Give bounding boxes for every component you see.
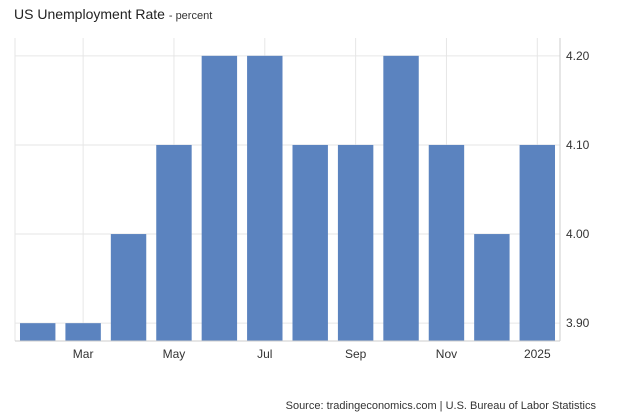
bar-2024-05[interactable]: [156, 144, 192, 341]
bar-2024-10[interactable]: [383, 55, 419, 342]
bar-2024-04[interactable]: [110, 234, 147, 341]
bar-2024-06[interactable]: [201, 55, 238, 342]
bar-2024-03[interactable]: [65, 323, 101, 341]
bar-2025-01[interactable]: [519, 144, 556, 341]
chart-title-text: US Unemployment Rate: [14, 6, 165, 22]
y-tick-label: 4.10: [566, 138, 590, 152]
source-attribution: Source: tradingeconomics.com | U.S. Bure…: [285, 400, 596, 412]
x-tick-label: 2025: [524, 347, 551, 361]
axis-layer: 3.90 4.00 4.10 4.20 Mar May Jul Sep Nov 2025: [15, 38, 590, 361]
y-tick-label: 3.90: [566, 316, 590, 330]
bar-2024-02[interactable]: [19, 323, 56, 341]
x-tick-label: Mar: [73, 347, 94, 361]
chart-title: US Unemployment Rate - percent: [14, 6, 212, 22]
bar-2024-07[interactable]: [247, 55, 283, 342]
x-tick-label: Nov: [436, 347, 457, 361]
bar-2024-11[interactable]: [428, 144, 465, 341]
bar-2024-08[interactable]: [292, 144, 328, 341]
chart-subtitle: - percent: [168, 10, 213, 22]
bar-layer: [19, 55, 556, 342]
x-tick-label: May: [163, 347, 186, 361]
y-tick-label: 4.20: [566, 49, 590, 63]
x-tick-label: Jul: [257, 347, 272, 361]
bar-2024-09[interactable]: [337, 144, 374, 341]
bar-2024-12[interactable]: [474, 234, 510, 341]
y-tick-label: 4.00: [566, 227, 590, 241]
x-tick-label: Sep: [345, 347, 367, 361]
